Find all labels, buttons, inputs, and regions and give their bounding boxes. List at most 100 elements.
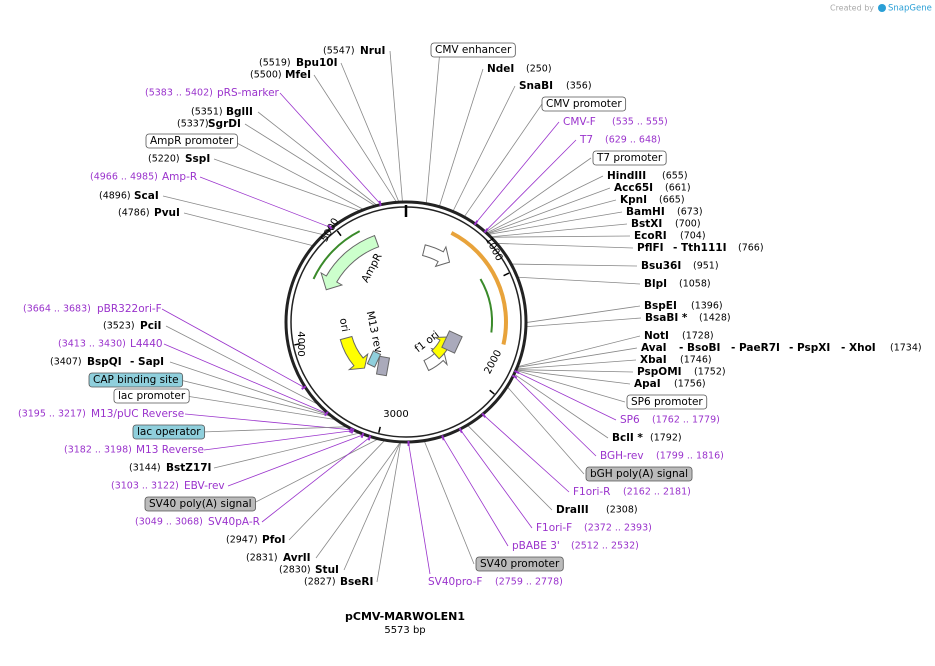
leader-line (251, 439, 378, 505)
coordinate: (1734) (890, 343, 922, 354)
enzyme-name: BclI * (612, 432, 643, 444)
leader-line (163, 343, 327, 414)
leader-line (512, 263, 638, 267)
coordinate: (766) (738, 243, 764, 254)
coordinate: (2372 .. 2393) (584, 523, 652, 534)
leader-line (487, 187, 611, 234)
leader-line (517, 359, 637, 370)
enzyme-name: ApaI (634, 378, 661, 390)
leader-line (213, 158, 360, 211)
feature-box (88, 372, 184, 388)
coordinate: (356) (566, 81, 592, 92)
coordinate: (5547) (323, 46, 355, 57)
enzyme-name: ScaI (134, 190, 159, 202)
ori-arrow (339, 335, 369, 371)
leader-line (227, 434, 363, 487)
enzyme-name: SnaBI (519, 80, 553, 92)
primer-site (483, 228, 489, 234)
coordinate: (2947) (226, 535, 258, 546)
primer-name: BGH-rev (600, 450, 644, 462)
leader-line (517, 369, 634, 373)
leader-line (526, 317, 642, 328)
leader-line (165, 325, 317, 404)
feature-label: bGH poly(A) signal (590, 468, 688, 480)
enzyme-name: PciI (140, 320, 161, 332)
leader-line (452, 85, 516, 211)
leader-line (408, 442, 431, 575)
scale-label: 5000 (319, 216, 341, 244)
coordinate: (700) (675, 219, 701, 230)
enzyme-name: BspEI (644, 300, 677, 312)
labels: NruI (5547)Bpu10I (5519)MfeI(5500) pRS-mark… (18, 42, 922, 588)
leader-line (513, 376, 597, 457)
enzyme-alias: - PaeR7I (731, 342, 780, 354)
credit-brand: SnapGene (888, 4, 932, 14)
leader-line (183, 212, 313, 246)
scale-tick (336, 230, 342, 237)
feature-box (585, 466, 693, 482)
enzyme-name: AvaI (641, 342, 667, 354)
green-small-arc (479, 278, 493, 333)
leader-line (389, 50, 403, 202)
coordinate: (1396) (691, 301, 723, 312)
primer-site (514, 370, 520, 374)
enzyme-name: NdeI (487, 63, 514, 75)
enzyme-name: BstZ17I (166, 462, 211, 474)
enzyme-name: SgrDI (208, 118, 241, 130)
coordinate: (2827) (304, 577, 336, 588)
feature-box (145, 133, 238, 149)
leader-line (439, 68, 484, 206)
primer-name: SP6 (620, 414, 640, 426)
primer-site (348, 427, 353, 433)
leader-line (491, 223, 628, 238)
leader-line (518, 276, 641, 285)
leader-line (340, 62, 399, 202)
primer-name: M13/pUC Reverse (91, 408, 184, 420)
feature-name: ori (337, 317, 351, 333)
enzyme-name: SspI (185, 153, 210, 165)
enzyme-name: NruI (360, 45, 385, 57)
leader-line (343, 442, 401, 571)
enzyme-name: KpnI (620, 194, 647, 206)
feature-box (475, 556, 564, 572)
coordinate: (1752) (694, 367, 726, 378)
enzyme-name: BglII (226, 106, 253, 118)
feature-label: SV40 promoter (480, 558, 560, 570)
primer-name: M13 Reverse (136, 444, 204, 456)
feature-box (113, 388, 190, 404)
coordinate: (1799 .. 1816) (656, 451, 724, 462)
feature-name: AmpR (359, 251, 384, 284)
coordinate: (5500) (250, 70, 282, 81)
feature-label: CAP binding site (93, 374, 179, 386)
leader-line (516, 370, 626, 403)
leader-line (313, 74, 397, 202)
enzyme-name: AvrII (283, 552, 311, 564)
scale-tick (503, 272, 510, 277)
leader-line (376, 442, 401, 583)
enzyme-name: Acc65I (614, 182, 653, 194)
ampr-line (312, 230, 361, 280)
primer-name: CMV-F (563, 116, 596, 128)
leader-line (232, 140, 363, 210)
coordinate: (704) (680, 231, 706, 242)
coordinate: (2759 .. 2778) (495, 577, 563, 588)
gray-block (441, 330, 463, 354)
leaders (161, 49, 642, 583)
coordinate: (3182 .. 3198) (64, 445, 132, 456)
enzyme-alias: - XhoI (841, 342, 876, 354)
brand-logo (878, 4, 886, 12)
gray-block (375, 355, 391, 377)
primer-site (473, 220, 479, 226)
coordinate: (2830) (279, 565, 311, 576)
enzyme-name: PflFI (637, 242, 664, 254)
leader-line (460, 429, 533, 529)
leader-line (483, 414, 570, 493)
scale-label: 2000 (483, 348, 505, 376)
enzyme-name: HindIII (607, 170, 646, 182)
feature-label: SV40 poly(A) signal (149, 498, 252, 510)
coordinate: (2512 .. 2532) (571, 541, 639, 552)
primer-name: T7 (579, 134, 593, 146)
coordinate: (3413 .. 3430) (58, 339, 126, 350)
enzyme-alias: - PspXI (789, 342, 830, 354)
coordinate: (2831) (246, 553, 278, 564)
